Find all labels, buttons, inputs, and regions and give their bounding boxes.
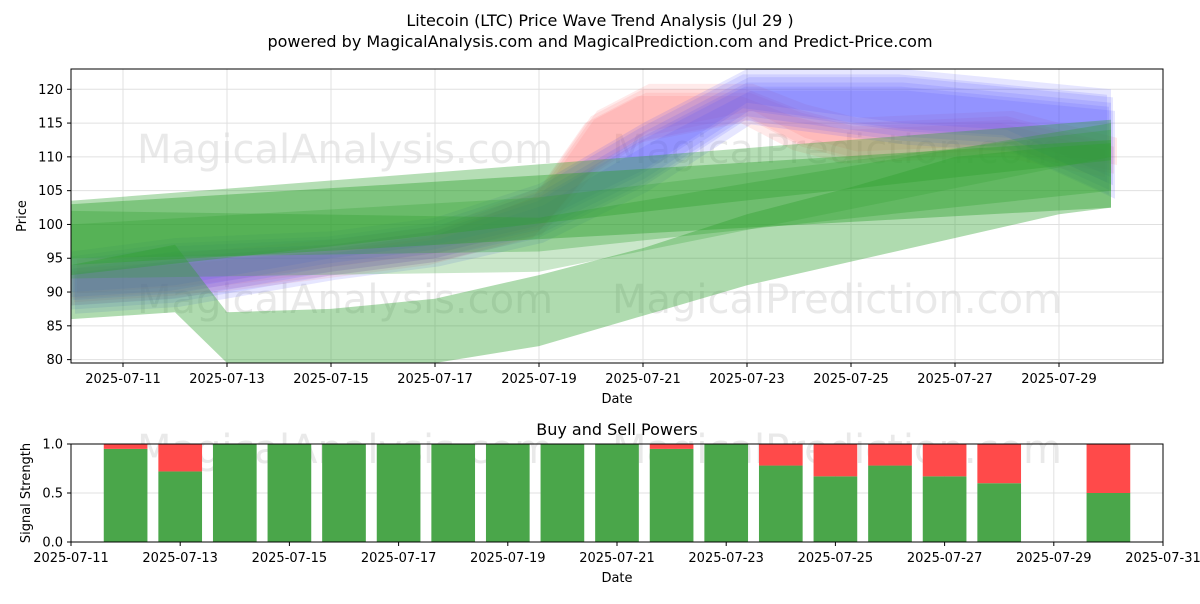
price-y-tick-label: 110 [38, 150, 63, 165]
red-band-layer [74, 92, 1114, 303]
price-plot-background [71, 69, 1163, 363]
red-band-layer [71, 96, 1105, 306]
green-band [71, 119, 1111, 276]
buy-power-bar [922, 476, 967, 542]
price-bands-group [71, 69, 1117, 363]
buy-power-bar [977, 483, 1022, 542]
sell-power-bar [868, 444, 912, 466]
price-y-tick-label: 100 [38, 218, 63, 233]
price-plot-frame [70, 68, 1164, 364]
price-x-tick-label: 2025-07-27 [917, 372, 993, 387]
price-x-tick-label: 2025-07-19 [501, 372, 577, 387]
chart-title: Litecoin (LTC) Price Wave Trend Analysis… [406, 11, 793, 30]
signal-x-tick-label: 2025-07-27 [907, 551, 983, 566]
red-band-layer [77, 83, 1117, 294]
price-x-tick-label: 2025-07-15 [293, 372, 369, 387]
price-x-tick-label: 2025-07-23 [709, 372, 785, 387]
price-x-tick-label: 2025-07-17 [397, 372, 473, 387]
signal-y-tick-label: 1.0 [42, 438, 63, 453]
buy-power-bar [376, 444, 421, 542]
signal-x-axis-label: Date [601, 571, 632, 586]
buy-power-bar [212, 444, 257, 542]
price-y-tick-label: 120 [38, 83, 63, 98]
price-x-tick-label: 2025-07-21 [605, 372, 681, 387]
buy-power-bar [1086, 493, 1131, 542]
signal-x-tick-label: 2025-07-29 [1016, 551, 1092, 566]
signal-x-tick-label: 2025-07-13 [142, 551, 218, 566]
buy-power-bar [267, 444, 312, 542]
price-y-tick-label: 85 [46, 319, 63, 334]
signal-x-tick-label: 2025-07-31 [1125, 551, 1200, 566]
buy-power-bar [649, 448, 694, 542]
buy-power-bar [103, 448, 148, 542]
signal-x-tick-label: 2025-07-11 [33, 551, 109, 566]
buy-power-bar [485, 444, 530, 542]
buy-power-bar [431, 444, 476, 542]
signal-x-tick-label: 2025-07-15 [252, 551, 328, 566]
price-x-tick-label: 2025-07-29 [1021, 372, 1097, 387]
price-x-tick-label: 2025-07-13 [189, 372, 265, 387]
watermark-text: MagicalAnalysis.com [137, 127, 553, 173]
signal-panel-title: Buy and Sell Powers [536, 420, 698, 439]
price-y-tick-label: 95 [46, 252, 63, 267]
price-y-tick-label: 80 [46, 353, 63, 368]
buy-power-bar [813, 476, 858, 542]
green-band [71, 129, 1111, 279]
price-panel: MagicalAnalysis.com MagicalPrediction.com… [38, 68, 1164, 387]
price-y-axis-label: Price [15, 200, 30, 232]
buy-power-bar [322, 444, 366, 542]
sell-power-bar [1086, 444, 1131, 493]
sell-power-bar [103, 444, 148, 449]
buy-power-bar [540, 444, 585, 542]
signal-x-tick-label: 2025-07-21 [579, 551, 655, 566]
sell-power-bar [977, 444, 1022, 484]
signal-y-tick-label: 0.0 [42, 536, 63, 551]
price-watermarks: MagicalAnalysis.com MagicalPrediction.com… [137, 127, 1062, 323]
signal-x-tick-label: 2025-07-25 [798, 551, 874, 566]
sell-power-bar [922, 444, 967, 477]
blue-band-layer [75, 90, 1115, 314]
buy-power-bar [868, 465, 912, 542]
chart-subtitle: powered by MagicalAnalysis.com and Magic… [267, 32, 932, 51]
signal-x-tick-label: 2025-07-19 [470, 551, 546, 566]
signal-y-axis-label: Signal Strength [19, 443, 34, 543]
price-x-axis-label: Date [601, 392, 632, 407]
blue-band-layer [71, 74, 1107, 298]
blue-band-layer [73, 77, 1113, 301]
buy-power-bar [158, 471, 203, 542]
watermark-text: MagicalPrediction.com [612, 127, 1062, 173]
signal-x-tick-label: 2025-07-17 [361, 551, 437, 566]
red-band-layer [71, 89, 1111, 299]
price-y-tick-label: 105 [38, 184, 63, 199]
price-y-tick-label: 115 [38, 117, 63, 132]
sell-power-bar [758, 444, 803, 466]
signal-y-tick-label: 0.5 [42, 487, 63, 502]
blue-band-layer [71, 82, 1111, 306]
signal-panel: MagicalAnalysis.comMagicalPrediction.com… [33, 427, 1200, 566]
sell-power-bar [813, 444, 858, 477]
green-band [71, 143, 1111, 363]
green-band [71, 123, 1111, 259]
price-x-tick-label: 2025-07-25 [813, 372, 889, 387]
blue-band-layer [71, 86, 1109, 310]
sell-power-bar [158, 444, 203, 472]
green-band [71, 140, 1111, 265]
buy-power-bar [595, 444, 639, 542]
signal-x-tick-label: 2025-07-23 [688, 551, 764, 566]
price-x-tick-label: 2025-07-11 [85, 372, 161, 387]
buy-power-bar [704, 444, 749, 542]
price-y-tick-label: 90 [46, 286, 63, 301]
sell-power-bar [649, 444, 694, 449]
blue-band-layer [71, 69, 1111, 292]
watermark-text: MagicalAnalysis.com [137, 277, 553, 323]
watermark-text: MagicalPrediction.com [612, 277, 1062, 323]
buy-power-bar [758, 465, 803, 542]
